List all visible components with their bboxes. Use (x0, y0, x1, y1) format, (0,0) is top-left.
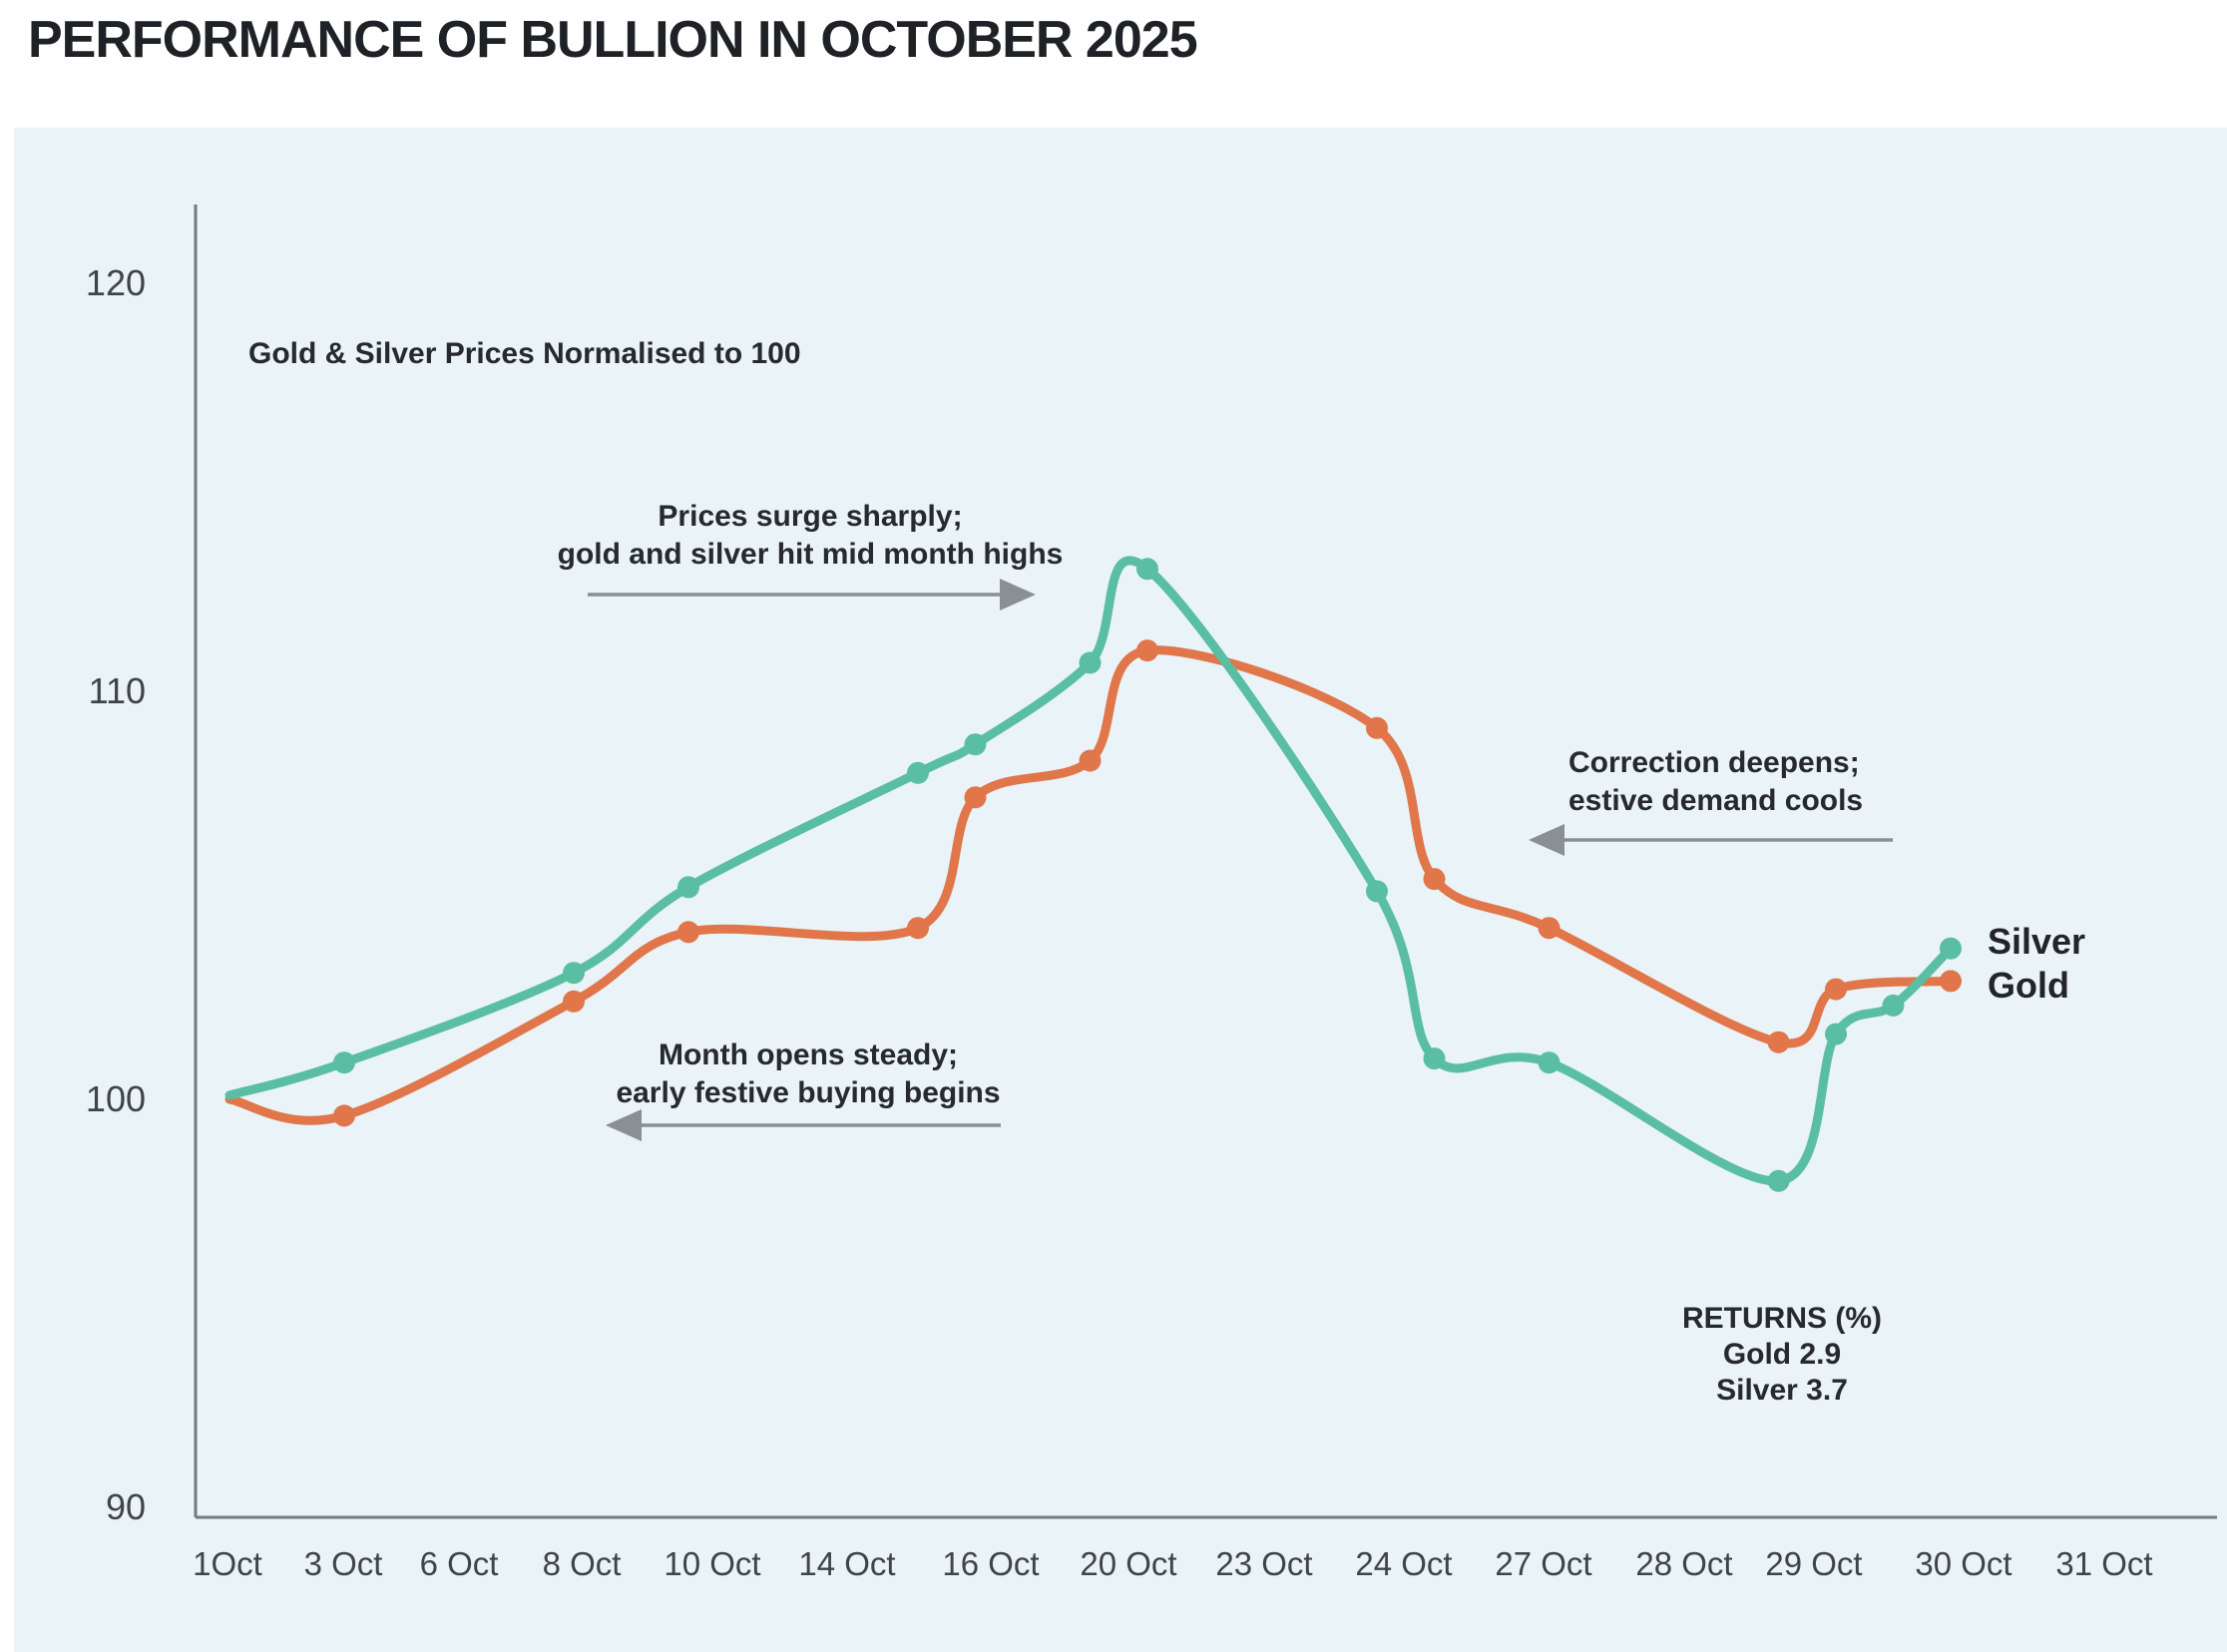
x-tick-label: 3 Oct (303, 1545, 383, 1582)
gold-data-point-marker (677, 921, 699, 944)
annotation-surge-line1: Prices surge sharply; (658, 500, 963, 533)
gold-data-point-marker (1079, 749, 1102, 772)
silver-data-point-marker (1882, 994, 1905, 1017)
silver-data-point-marker (907, 761, 929, 784)
silver-data-point-marker (1538, 1051, 1560, 1074)
page-title: PERFORMANCE OF BULLION IN OCTOBER 2025 (28, 11, 1198, 69)
annotation-arrow-head-correction (1529, 824, 1564, 856)
silver-data-point-marker (1366, 880, 1388, 903)
silver-data-point-marker (1136, 558, 1158, 581)
annotation-correction-line1: Correction deepens; (1568, 746, 1860, 779)
silver-data-point-marker (1825, 1023, 1847, 1045)
returns-title: RETURNS (%) (1682, 1302, 1882, 1335)
x-tick-label: 20 Oct (1080, 1545, 1177, 1582)
x-tick-label: 24 Oct (1355, 1545, 1453, 1582)
chart-inner-title: Gold & Silver Prices Normalised to 100 (248, 337, 801, 370)
x-tick-label: 29 Oct (1765, 1545, 1863, 1582)
x-tick-label: 30 Oct (1915, 1545, 2012, 1582)
series-label-gold: Gold (1988, 965, 2069, 1006)
annotation-open-line2: early festive buying begins (616, 1076, 1001, 1109)
silver-data-point-marker (563, 962, 585, 985)
gold-data-point-marker (1136, 639, 1158, 662)
x-tick-label: 16 Oct (942, 1545, 1040, 1582)
gold-data-point-marker (1825, 978, 1847, 1001)
y-tick-label: 110 (88, 670, 146, 711)
y-tick-label: 90 (105, 1486, 146, 1527)
gold-data-point-marker (1538, 917, 1560, 940)
gold-data-point-marker (333, 1104, 355, 1127)
gold-data-point-marker (1767, 1031, 1790, 1053)
gold-line (224, 645, 1956, 1125)
x-tick-label: 23 Oct (1215, 1545, 1313, 1582)
x-tick-label: 28 Oct (1635, 1545, 1733, 1582)
silver-data-point-marker (1767, 1169, 1790, 1192)
x-tick-label: 14 Oct (798, 1545, 896, 1582)
gold-data-point-marker (563, 990, 585, 1013)
silver-data-point-marker (1079, 651, 1102, 674)
silver-data-point-marker (964, 733, 987, 756)
x-tick-label: 6 Oct (419, 1545, 499, 1582)
silver-data-point-marker (677, 876, 699, 899)
annotation-arrow-head-surge (1000, 579, 1036, 611)
returns-gold-value: Gold 2.9 (1722, 1338, 1842, 1371)
annotation-correction: Correction deepens; estive demand cools (1568, 744, 1863, 820)
y-tick-label: 120 (85, 262, 146, 303)
x-tick-label: 1Oct (193, 1545, 262, 1582)
x-tick-label: 8 Oct (542, 1545, 622, 1582)
gold-data-point-marker (1423, 868, 1446, 891)
gold-data-point-marker (1940, 970, 1962, 993)
returns-note: RETURNS (%) Gold 2.9 Silver 3.7 (1682, 1301, 1882, 1409)
chart-panel (14, 128, 2227, 1652)
annotation-correction-line2: estive demand cools (1568, 784, 1864, 817)
gold-data-point-marker (1366, 716, 1388, 739)
gold-data-point-marker (964, 786, 987, 809)
annotation-open-line1: Month opens steady; (658, 1038, 958, 1071)
annotation-surge-line2: gold and silver hit mid month highs (557, 538, 1064, 571)
y-tick-label: 100 (85, 1078, 146, 1119)
x-tick-label: 10 Oct (664, 1545, 761, 1582)
gold-data-point-marker (907, 917, 929, 940)
x-tick-label: 31 Oct (2055, 1545, 2153, 1582)
series-label-silver: Silver (1988, 921, 2086, 962)
silver-data-point-marker (1423, 1047, 1446, 1070)
annotation-open: Month opens steady; early festive buying… (616, 1036, 1000, 1112)
silver-data-point-marker (333, 1051, 355, 1074)
silver-data-point-marker (1940, 937, 1962, 960)
annotation-surge: Prices surge sharply; gold and silver hi… (558, 498, 1064, 574)
returns-silver-value: Silver 3.7 (1716, 1374, 1848, 1407)
x-tick-label: 27 Oct (1495, 1545, 1592, 1582)
annotation-arrow-head-open (606, 1109, 642, 1141)
